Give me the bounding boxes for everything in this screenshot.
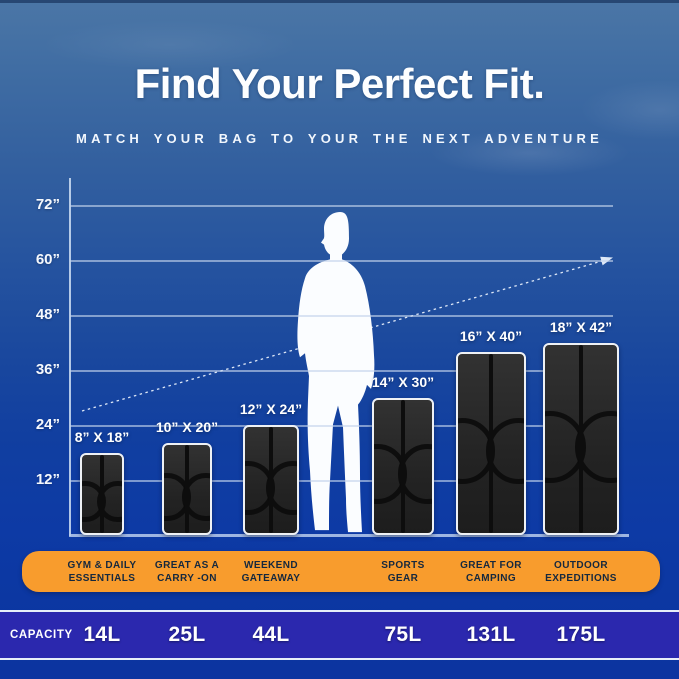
- category-label: GREAT FOR CAMPING: [460, 559, 522, 584]
- category-label: OUTDOOR EXPEDITIONS: [545, 559, 617, 584]
- bag-dimension-label: 12” X 24”: [239, 401, 303, 417]
- capacity-value: 131L: [466, 622, 516, 646]
- y-tick-label: 36”: [35, 361, 60, 378]
- y-tick-label: 72”: [35, 196, 60, 213]
- bag-item: [162, 443, 212, 535]
- capacity-value: 44L: [252, 622, 290, 646]
- bag-strap: [99, 454, 104, 533]
- bag-dimension-label: 14” X 30”: [371, 373, 435, 390]
- bag-dimension-label: 8” X 18”: [74, 428, 130, 445]
- page-subtitle: MATCH YOUR BAG TO YOUR THE NEXT ADVENTUR…: [76, 131, 603, 146]
- bag-strap: [400, 399, 405, 533]
- bag-strap: [268, 427, 273, 533]
- bag-strap: [185, 445, 189, 533]
- baseline: [69, 534, 629, 537]
- category-label: SPORTS GEAR: [381, 559, 425, 584]
- category-label: GREAT AS A CARRY -ON: [154, 559, 220, 584]
- gridline: [70, 315, 613, 317]
- capacity-value: 175L: [556, 622, 606, 646]
- bag-dimension-label: 16” X 40”: [459, 327, 523, 344]
- gridline: [70, 480, 613, 482]
- bag-strap: [578, 344, 583, 533]
- gridline: [70, 205, 613, 207]
- capacity-label: CAPACITY: [10, 628, 73, 641]
- bag-dimension-label: 10” X 20”: [155, 419, 219, 436]
- category-label: WEEKEND GATEAWAY: [241, 559, 301, 584]
- top-edge-strip: [0, 0, 679, 3]
- bag-item: [80, 452, 124, 535]
- bag-handle-ring: [575, 410, 617, 483]
- category-label: GYM & DAILY ESSENTIALS: [67, 559, 137, 584]
- capacity-bar: CAPACITY 14L 25L 44L 75L 131L 175L: [0, 610, 679, 660]
- y-tick-label: 60”: [35, 251, 60, 268]
- bag-handle-ring: [265, 461, 298, 515]
- category-banner: GYM & DAILY ESSENTIALS GREAT AS A CARRY -…: [22, 551, 660, 592]
- capacity-value: 75L: [384, 622, 422, 646]
- bag-strap: [488, 353, 493, 533]
- bag-item: [371, 397, 435, 535]
- y-tick-label: 12”: [35, 471, 60, 488]
- gridline: [70, 370, 613, 372]
- gridline: [70, 425, 613, 427]
- bag-item: [543, 342, 619, 535]
- bag-item: [456, 351, 526, 535]
- bag-dimension-label: 18” X 42”: [549, 318, 613, 335]
- capacity-value: 14L: [83, 622, 121, 646]
- gridline: [70, 260, 613, 262]
- y-tick-label: 24”: [35, 416, 60, 433]
- y-tick-label: 48”: [35, 306, 60, 323]
- y-axis-line: [69, 178, 71, 536]
- capacity-value: 25L: [168, 622, 206, 646]
- bag-handle-ring: [182, 473, 210, 521]
- bag-handle-ring: [397, 444, 433, 505]
- page-title: Find Your Perfect Fit.: [134, 60, 545, 107]
- bag-item: [242, 425, 300, 535]
